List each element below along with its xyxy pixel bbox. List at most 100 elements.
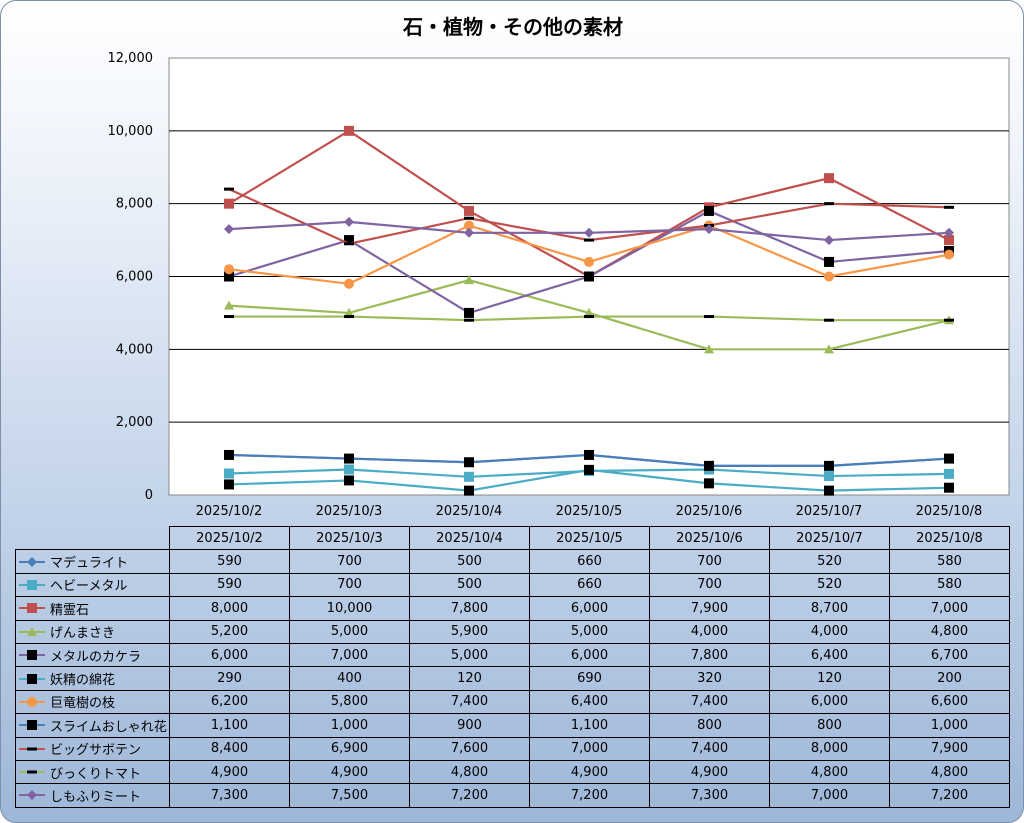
table-cell: 4,800 — [889, 619, 1010, 644]
legend-key — [19, 603, 45, 614]
data-point — [464, 216, 474, 220]
table-cell: 1,000 — [289, 713, 410, 738]
table-cell: 6,200 — [169, 689, 290, 715]
data-point — [464, 275, 474, 285]
data-point — [824, 202, 834, 206]
table-cell: 200 — [889, 666, 1010, 691]
data-point — [824, 344, 834, 354]
series-8 — [224, 449, 954, 471]
data-point — [704, 205, 714, 216]
table-cell: 7,800 — [649, 642, 770, 668]
data-point — [824, 173, 834, 184]
data-point — [824, 271, 834, 282]
table-cell: 7,800 — [409, 596, 530, 621]
legend-key — [19, 579, 45, 590]
data-point — [944, 205, 954, 209]
x-tick-label: 2025/10/3 — [316, 504, 383, 519]
table-cell: 590 — [169, 549, 290, 574]
data-point — [704, 478, 714, 489]
table-cell: 320 — [649, 666, 770, 691]
data-point — [464, 471, 474, 482]
table-cell: 580 — [889, 549, 1010, 574]
y-tick-label: 12,000 — [108, 51, 154, 66]
data-point — [464, 457, 474, 468]
x-tick-label: 2025/10/8 — [916, 504, 983, 519]
data-point — [464, 220, 474, 231]
series-name: 妖精の綿花 — [50, 673, 116, 689]
table-cell: 1,100 — [529, 713, 650, 738]
data-point — [344, 453, 354, 464]
table-row: 妖精の綿花 290 400 120 690 320 120 200 — [15, 666, 1010, 691]
table-date-header: 2025/10/2 — [169, 525, 290, 551]
legend-key — [19, 790, 45, 801]
table-row: スライムおしゃれ花 1,100 1,000 900 1,100 800 800 1,000 — [15, 713, 1010, 738]
data-point — [224, 187, 234, 191]
table-cell: 6,400 — [529, 689, 650, 715]
series-lines — [224, 125, 954, 496]
data-point — [27, 696, 37, 707]
table-cell: 4,900 — [289, 759, 410, 785]
data-point — [464, 485, 474, 496]
table-cell: 520 — [769, 549, 890, 574]
data-point — [944, 235, 954, 246]
data-point — [224, 198, 234, 209]
table-cell: 4,800 — [889, 759, 1010, 785]
data-point — [344, 307, 354, 317]
table-date-header: 2025/10/5 — [529, 525, 650, 551]
table-cell: 520 — [769, 572, 890, 598]
y-tick-label: 2,000 — [116, 415, 153, 430]
data-table: 2025/10/2 2025/10/3 2025/10/4 2025/10/5 2025… — [15, 525, 1010, 808]
table-cell: 7,400 — [649, 689, 770, 715]
table-cell: 660 — [529, 572, 650, 598]
table-cell: 7,200 — [889, 783, 1010, 808]
table-cell: 7,000 — [889, 596, 1010, 621]
x-tick-label: 2025/10/5 — [556, 504, 623, 519]
x-tick-label: 2025/10/6 — [676, 504, 743, 519]
data-point — [27, 603, 37, 614]
data-point — [344, 125, 354, 136]
data-point — [944, 453, 954, 464]
series-name-cell: マデュライト — [15, 549, 170, 574]
data-point — [584, 238, 594, 242]
table-cell: 120 — [769, 666, 890, 691]
data-point — [224, 315, 234, 319]
series-name-cell: びっくりトマト — [15, 759, 170, 785]
table-date-header: 2025/10/7 — [769, 525, 890, 551]
data-point — [944, 249, 954, 260]
data-point — [464, 307, 474, 318]
table-cell: 1,000 — [889, 713, 1010, 738]
series-name: スライムおしゃれ花 — [50, 719, 167, 735]
series-name: 巨竜樹の枝 — [50, 696, 116, 712]
table-cell: 4,000 — [769, 619, 890, 644]
y-tick-label: 4,000 — [116, 342, 153, 357]
data-point — [464, 227, 474, 238]
data-point — [824, 235, 834, 246]
x-axis-ticks: 2025/10/2 2025/10/3 2025/10/4 2025/10/5 2025… — [196, 504, 983, 519]
series-name: びっくりトマト — [50, 766, 142, 782]
table-row: 精霊石 8,000 10,000 7,800 6,000 7,900 8,700 7,000 — [15, 596, 1010, 621]
table-cell: 700 — [289, 572, 410, 598]
data-point — [824, 460, 834, 471]
table-cell: 400 — [289, 666, 410, 691]
table-row: びっくりトマト 4,900 4,900 4,800 4,900 4,900 4,800 4,8… — [15, 759, 1010, 785]
series-name-cell: しもふりミート — [15, 783, 170, 808]
series-7 — [224, 220, 954, 289]
data-point — [27, 770, 37, 774]
table-cell: 6,000 — [529, 596, 650, 621]
series-10 — [224, 315, 954, 322]
table-cell: 690 — [529, 666, 650, 691]
table-cell: 6,400 — [769, 642, 890, 668]
data-point — [584, 315, 594, 319]
series-name-cell: ヘビーメタル — [15, 572, 170, 598]
table-date-header: 2025/10/4 — [409, 525, 530, 551]
table-cell: 5,900 — [409, 619, 530, 644]
table-cell: 6,000 — [529, 642, 650, 668]
table-cell: 5,000 — [289, 619, 410, 644]
table-cell: 6,900 — [289, 736, 410, 761]
y-axis-ticks: 0 2,000 4,000 6,000 8,000 10,000 12,000 — [108, 51, 154, 503]
table-cell: 700 — [649, 572, 770, 598]
table-cell: 7,000 — [289, 642, 410, 668]
table-date-header: 2025/10/8 — [889, 525, 1010, 551]
x-tick-label: 2025/10/7 — [796, 504, 863, 519]
